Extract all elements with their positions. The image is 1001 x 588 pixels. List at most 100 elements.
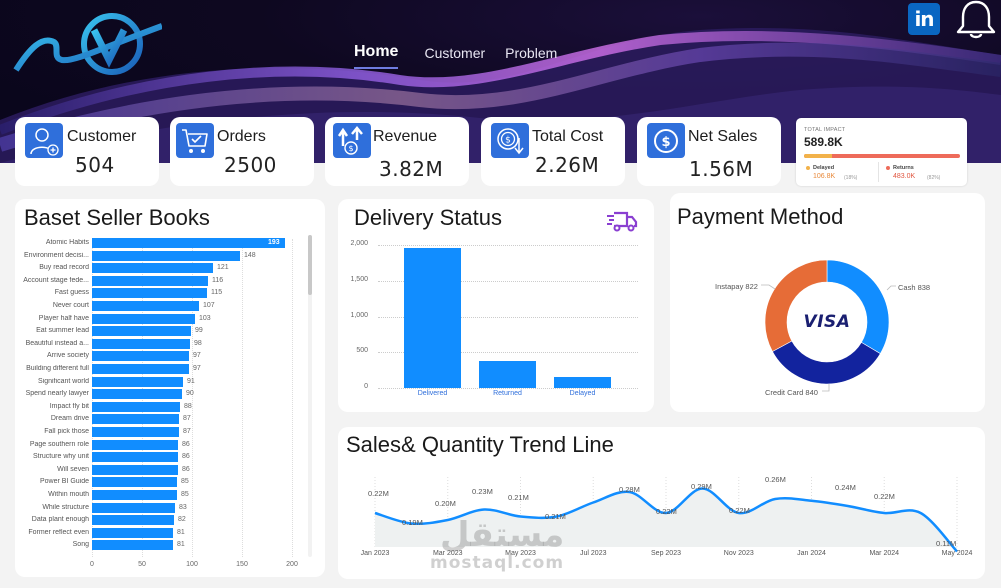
linkedin-icon[interactable]: in bbox=[908, 3, 940, 35]
book-value: 88 bbox=[184, 402, 192, 410]
data-label: 0.19M bbox=[402, 518, 423, 527]
data-label: 0.24M bbox=[835, 483, 856, 492]
kpi-card-customer: Customer 504 bbox=[15, 117, 159, 186]
delivery-bar-delayed[interactable] bbox=[554, 376, 611, 388]
book-name: Significant world bbox=[38, 377, 89, 385]
book-bar[interactable] bbox=[92, 452, 178, 463]
book-row[interactable]: Impact fly bit 88 bbox=[15, 401, 315, 414]
book-row[interactable]: Within mouth 85 bbox=[15, 489, 315, 502]
kpi-card-net-sales: $ Net Sales 1.56M bbox=[637, 117, 781, 186]
book-value: 98 bbox=[194, 339, 202, 347]
grid-line bbox=[242, 239, 243, 557]
data-label: 0.20M bbox=[435, 499, 456, 508]
book-bar[interactable] bbox=[92, 464, 178, 475]
delivery-bar-returned[interactable] bbox=[479, 360, 536, 388]
book-name: Within mouth bbox=[48, 491, 89, 498]
book-bar[interactable] bbox=[92, 414, 179, 425]
panel-title: Sales& Quantity Trend Line bbox=[346, 432, 614, 457]
book-bar[interactable] bbox=[92, 313, 195, 324]
book-bar[interactable] bbox=[92, 376, 183, 387]
book-bar[interactable] bbox=[92, 364, 189, 374]
kpi-value: 2.26M bbox=[535, 153, 600, 177]
book-bar[interactable] bbox=[92, 427, 179, 437]
book-row[interactable]: Buy read record 121 bbox=[15, 262, 315, 275]
book-row[interactable]: Page southern role 86 bbox=[15, 439, 315, 452]
book-row[interactable]: Eat summer lead 99 bbox=[15, 325, 315, 338]
book-bar[interactable] bbox=[92, 288, 207, 299]
nav-problem[interactable]: Problem bbox=[505, 45, 558, 61]
book-bar[interactable] bbox=[92, 515, 174, 526]
book-row[interactable]: Will seven 86 bbox=[15, 464, 315, 477]
book-bar[interactable] bbox=[92, 477, 177, 488]
book-row[interactable]: Dream drive 87 bbox=[15, 413, 315, 426]
book-bar[interactable] bbox=[92, 527, 173, 538]
book-name: Will seven bbox=[57, 465, 89, 473]
book-bar[interactable] bbox=[92, 401, 180, 412]
x-tick: 50 bbox=[138, 561, 146, 568]
book-value: 86 bbox=[182, 440, 190, 448]
nav-home[interactable]: Home bbox=[354, 43, 399, 69]
book-bar[interactable] bbox=[92, 326, 191, 337]
book-row[interactable]: Structure why unit 86 bbox=[15, 451, 315, 464]
book-name: While structure bbox=[42, 503, 89, 511]
book-bar[interactable] bbox=[92, 263, 213, 274]
book-row[interactable]: Beautiful instead a... 98 bbox=[15, 338, 315, 351]
book-row[interactable]: Never court 107 bbox=[15, 300, 315, 313]
book-bar[interactable] bbox=[92, 338, 190, 349]
book-bar[interactable] bbox=[92, 389, 182, 400]
y-tick: 500 bbox=[356, 347, 368, 355]
leader-lines bbox=[761, 284, 896, 392]
kpi-card-orders: Orders 2500 bbox=[170, 117, 314, 186]
delivery-bar-delivered[interactable] bbox=[404, 247, 461, 388]
divider bbox=[878, 162, 879, 182]
book-row[interactable]: Former reflect even 81 bbox=[15, 527, 315, 540]
book-row[interactable]: Building different full 97 bbox=[15, 363, 315, 376]
book-row[interactable]: Fast guess 115 bbox=[15, 287, 315, 300]
book-bar[interactable] bbox=[92, 540, 173, 551]
book-row[interactable]: Song 81 bbox=[15, 539, 315, 552]
book-value: 97 bbox=[193, 365, 201, 372]
book-row[interactable]: Player half have 103 bbox=[15, 313, 315, 326]
delivery-truck-icon bbox=[607, 211, 638, 232]
book-bar[interactable] bbox=[92, 502, 175, 513]
main-nav: Home Customer Problem bbox=[354, 43, 577, 69]
book-bar[interactable] bbox=[92, 301, 199, 311]
kpi-card-revenue: $ Revenue 3.82M bbox=[325, 117, 469, 186]
donut-slice-instapay[interactable] bbox=[764, 259, 828, 352]
kpi-value: 504 bbox=[75, 153, 115, 177]
scrollbar-thumb[interactable] bbox=[308, 235, 312, 295]
kpi-label: Revenue bbox=[373, 128, 438, 145]
book-row[interactable]: Fall pick those 87 bbox=[15, 426, 315, 439]
book-row[interactable]: Power BI Guide 85 bbox=[15, 476, 315, 489]
trend-line[interactable] bbox=[374, 487, 958, 553]
book-row[interactable]: Environment decisi... 148 bbox=[15, 250, 315, 263]
grid-line bbox=[378, 280, 638, 282]
books-scrollbar[interactable] bbox=[308, 235, 312, 557]
book-bar[interactable] bbox=[92, 351, 189, 362]
book-name: Data plant enough bbox=[31, 516, 89, 524]
book-value: 90 bbox=[186, 390, 194, 398]
book-name: Song bbox=[72, 541, 89, 549]
x-tick: Jul 2023 bbox=[580, 550, 607, 557]
book-value: 81 bbox=[177, 528, 185, 536]
book-row[interactable]: Significant world 91 bbox=[15, 376, 315, 389]
book-bar[interactable] bbox=[92, 250, 240, 261]
book-row[interactable]: While structure 83 bbox=[15, 502, 315, 515]
book-name: Spend nearly lawyer bbox=[25, 390, 89, 398]
book-name: Eat summer lead bbox=[36, 327, 89, 335]
book-row[interactable]: Account stage fede... 116 bbox=[15, 275, 315, 288]
book-bar[interactable] bbox=[92, 490, 177, 500]
bell-icon[interactable] bbox=[954, 0, 998, 40]
book-bar[interactable] bbox=[92, 439, 178, 450]
data-label: 0.22M bbox=[656, 507, 677, 516]
data-label: 0.28M bbox=[619, 485, 640, 494]
x-tick: Nov 2023 bbox=[723, 550, 754, 557]
book-bar[interactable] bbox=[92, 238, 285, 248]
nav-customer[interactable]: Customer bbox=[424, 45, 486, 61]
book-row[interactable]: Arrive society 97 bbox=[15, 350, 315, 363]
book-row[interactable]: Atomic Habits 193 bbox=[15, 237, 315, 250]
book-row[interactable]: Data plant enough 82 bbox=[15, 514, 315, 527]
y-tick: 2,000 bbox=[350, 240, 368, 247]
book-bar[interactable] bbox=[92, 275, 208, 286]
book-row[interactable]: Spend nearly lawyer 90 bbox=[15, 388, 315, 401]
